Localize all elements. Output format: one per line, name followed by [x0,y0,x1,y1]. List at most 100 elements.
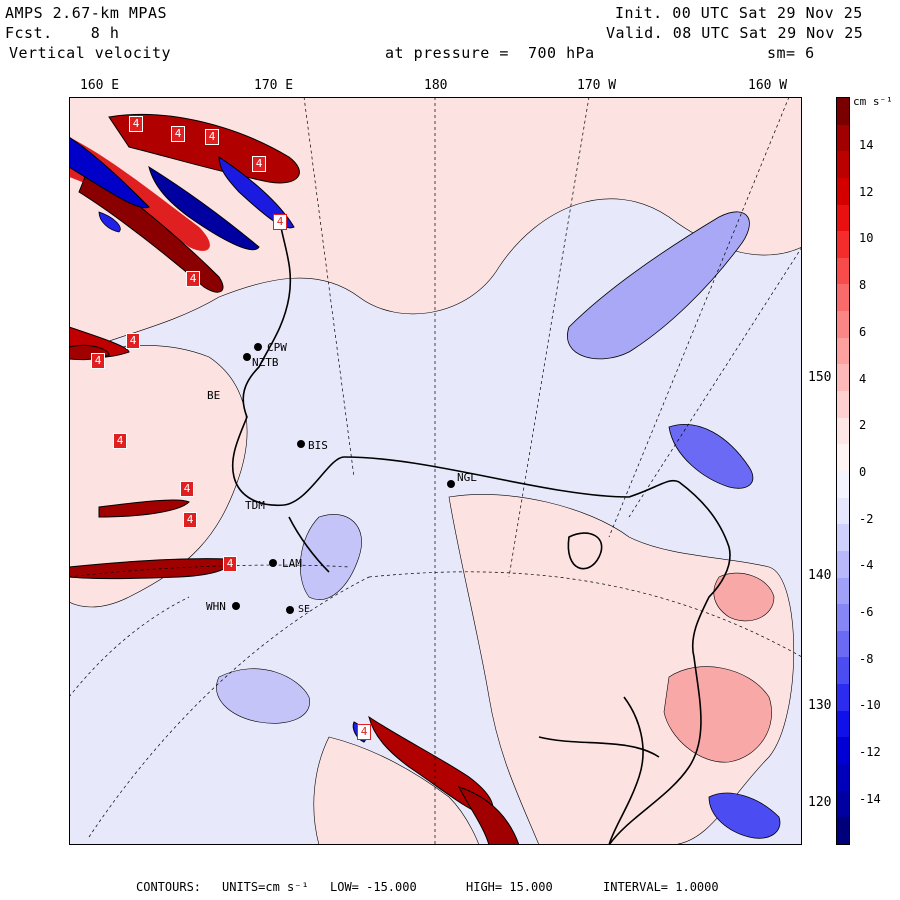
graticule [69,97,802,845]
colorbar [836,97,850,845]
init-value: 00 UTC Sat 29 Nov 25 [672,4,863,22]
station-label-nztb: NZTB [252,356,279,369]
station-label-whn: WHN [206,600,226,613]
contour-label: 4 [91,353,105,369]
colorbar-swatch [837,124,849,152]
station-label-ngl: NGL [457,471,477,484]
colorbar-swatch [837,311,849,338]
contour-label: 4 [129,116,143,132]
strong-ascent-band [458,786,520,845]
colorbar-tick-label: 4 [859,371,867,386]
valid-time: Valid. 08 UTC Sat 29 Nov 25 [606,24,863,42]
contour-label: 4 [113,433,127,449]
colorbar-swatch [837,151,849,178]
colorbar-units: cm s⁻¹ [853,95,893,108]
colorbar-swatch [837,98,849,125]
weak-ascent-region [69,345,248,608]
footer-units: UNITS=cm s⁻¹ [222,880,309,894]
contour-label: 4 [357,724,371,740]
fcst-value: 8 h [90,24,120,42]
lon-label-170e: 170 E [254,78,294,93]
station-label-se: SE [298,604,311,615]
colorbar-swatch [837,630,849,658]
station-dot-lam [269,559,277,567]
lon-label-160e: 160 E [80,78,120,93]
colorbar-tick-label: -14 [859,791,881,806]
contour-label: 4 [183,512,197,528]
colorbar-swatch [837,817,849,844]
moderate-ascent-patch [713,572,775,622]
fcst-label: Fcst. [5,24,53,42]
strong-ascent-band [78,166,224,293]
station-dot-bis [297,440,305,448]
forecast-hour: Fcst. 8 h [5,24,119,42]
colorbar-tick-label: -6 [859,605,874,619]
colorbar-swatch [837,657,849,685]
contour-label: 4 [273,214,287,230]
valid-value: 08 UTC Sat 29 Nov 25 [672,24,864,42]
colorbar-swatch [837,177,849,205]
colorbar-swatch [837,364,849,392]
strong-ascent-band [108,113,300,184]
footer-interval: INTERVAL= 1.0000 [603,880,719,894]
lon-label-160w: 160 W [748,78,788,93]
colorbar-tick-label: 12 [859,184,874,199]
map-frame [69,97,802,845]
station-markers [232,343,455,614]
init-label: Init. [615,4,663,22]
colorbar-tick-label: -4 [859,558,874,573]
station-dot-ngl [447,480,455,488]
descent-patch [216,668,310,724]
init-time: Init. 00 UTC Sat 29 Nov 25 [615,4,863,22]
colorbar-swatch [837,470,849,498]
colorbar-tick-label: 2 [859,418,867,433]
colorbar-swatch [837,577,849,605]
strong-ascent-band [98,499,190,518]
colorbar-swatch [837,790,849,818]
footer-low: LOW= -15.000 [330,880,417,894]
colorbar-tick-label: 10 [859,231,874,246]
station-label-lam: LAM [282,557,302,570]
colorbar-tick-label: 14 [859,138,874,152]
strong-descent-band [69,136,150,209]
colorbar-swatch [837,710,849,738]
colorbar-swatch [837,284,849,312]
model-title: AMPS 2.67-km MPAS [5,4,168,22]
contour-label: 4 [180,481,194,497]
colorbar-swatch [837,684,849,711]
station-dot-se [286,606,294,614]
colorbar-swatch [837,204,849,232]
colorbar-swatch [837,337,849,365]
descent-patch [567,211,750,360]
station-label-be: BE [207,389,221,402]
station-dot-whn [232,602,240,610]
colorbar-swatch [837,417,849,445]
colorbar-swatch [837,391,849,418]
pressure-level: at pressure = 700 hPa [385,44,595,62]
coastline [231,216,731,845]
colorbar-swatch [837,497,849,525]
contour-label: 4 [205,129,219,145]
colorbar-swatch [837,604,849,631]
contour-label: 4 [126,333,140,349]
strong-descent-band [148,165,260,251]
contour-label: 4 [223,556,237,572]
colorbar-tick-label: -10 [859,698,881,713]
contour-label: 4 [186,271,200,287]
contour-label: 4 [252,156,266,172]
colorbar-tick-label: -12 [859,745,881,760]
colorbar-swatch [837,231,849,258]
station-label-bis: BIS [308,439,328,452]
colorbar-swatch [837,524,849,551]
descent-patch [299,514,362,600]
footer-high: HIGH= 15.000 [466,880,553,894]
colorbar-tick-label: 6 [859,324,867,339]
colorbar-swatch [837,764,849,791]
vertical-velocity-map [69,97,802,845]
station-dot-cpw [254,343,262,351]
moderate-ascent-patch [663,666,772,763]
lon-label-170w: 170 W [577,78,617,93]
weak-ascent-region [313,736,480,845]
colorbar-tick-label: 8 [859,278,867,293]
field-name: Vertical velocity [9,44,172,62]
